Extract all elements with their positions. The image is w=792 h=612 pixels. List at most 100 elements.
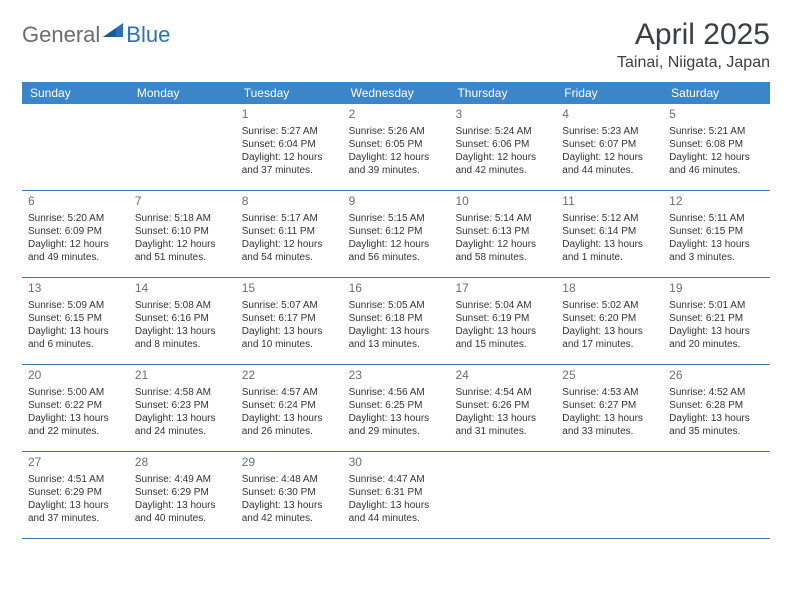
weekday-header: Monday (129, 82, 236, 104)
sunset-line: Sunset: 6:10 PM (135, 225, 232, 238)
sunrise-line: Sunrise: 5:21 AM (669, 125, 766, 138)
sunset-line: Sunset: 6:26 PM (455, 399, 552, 412)
calendar-day: 28Sunrise: 4:49 AMSunset: 6:29 PMDayligh… (129, 452, 236, 538)
daylight-line: Daylight: 13 hours and 20 minutes. (669, 325, 766, 351)
calendar-day: 25Sunrise: 4:53 AMSunset: 6:27 PMDayligh… (556, 365, 663, 451)
daylight-line: Daylight: 13 hours and 17 minutes. (562, 325, 659, 351)
sunset-line: Sunset: 6:08 PM (669, 138, 766, 151)
day-number: 14 (135, 281, 232, 297)
sunset-line: Sunset: 6:05 PM (349, 138, 446, 151)
daylight-line: Daylight: 13 hours and 1 minute. (562, 238, 659, 264)
page-title: April 2025 (617, 18, 770, 52)
calendar-day: 11Sunrise: 5:12 AMSunset: 6:14 PMDayligh… (556, 191, 663, 277)
calendar-day: 15Sunrise: 5:07 AMSunset: 6:17 PMDayligh… (236, 278, 343, 364)
daylight-line: Daylight: 13 hours and 42 minutes. (242, 499, 339, 525)
calendar-day: 19Sunrise: 5:01 AMSunset: 6:21 PMDayligh… (663, 278, 770, 364)
calendar-day-empty (663, 452, 770, 538)
sunrise-line: Sunrise: 5:20 AM (28, 212, 125, 225)
sunrise-line: Sunrise: 4:47 AM (349, 473, 446, 486)
sunrise-line: Sunrise: 4:52 AM (669, 386, 766, 399)
sunset-line: Sunset: 6:18 PM (349, 312, 446, 325)
calendar-day: 27Sunrise: 4:51 AMSunset: 6:29 PMDayligh… (22, 452, 129, 538)
day-number: 23 (349, 368, 446, 384)
calendar-day: 2Sunrise: 5:26 AMSunset: 6:05 PMDaylight… (343, 104, 450, 190)
sunset-line: Sunset: 6:20 PM (562, 312, 659, 325)
sunrise-line: Sunrise: 4:51 AM (28, 473, 125, 486)
calendar-body: 1 Sunrise: 5:27 AMSunset: 6:04 PM Daylight… (22, 104, 770, 539)
sunset-line: Sunset: 6:19 PM (455, 312, 552, 325)
day-number: 9 (349, 194, 446, 210)
daylight-line: Daylight: 12 hours and 49 minutes. (28, 238, 125, 264)
day-number: 8 (242, 194, 339, 210)
calendar-day: 24Sunrise: 4:54 AMSunset: 6:26 PMDayligh… (449, 365, 556, 451)
calendar-day: 30Sunrise: 4:47 AMSunset: 6:31 PMDayligh… (343, 452, 450, 538)
daylight-line: Daylight: 13 hours and 24 minutes. (135, 412, 232, 438)
sunrise-line: Sunrise: 5:27 AM (242, 125, 339, 138)
sunset-line: Sunset: 6:31 PM (349, 486, 446, 499)
sunset-line: Sunset: 6:30 PM (242, 486, 339, 499)
sunrise-line: Sunrise: 5:02 AM (562, 299, 659, 312)
calendar-day: 8Sunrise: 5:17 AMSunset: 6:11 PMDaylight… (236, 191, 343, 277)
sunrise-line: Sunrise: 4:54 AM (455, 386, 552, 399)
weekday-header: Wednesday (343, 82, 450, 104)
sunset-line: Sunset: 6:04 PM (242, 138, 339, 151)
day-number: 18 (562, 281, 659, 297)
calendar-day: 20Sunrise: 5:00 AMSunset: 6:22 PMDayligh… (22, 365, 129, 451)
calendar-day: 26Sunrise: 4:52 AMSunset: 6:28 PMDayligh… (663, 365, 770, 451)
header: General Blue April 2025 Tainai, Niigata,… (22, 18, 770, 72)
sunset-line: Sunset: 6:06 PM (455, 138, 552, 151)
sunset-line: Sunset: 6:17 PM (242, 312, 339, 325)
sunrise-line: Sunrise: 5:14 AM (455, 212, 552, 225)
daylight-line: Daylight: 13 hours and 29 minutes. (349, 412, 446, 438)
calendar-week-row: 1 Sunrise: 5:27 AMSunset: 6:04 PM Daylight… (22, 104, 770, 191)
weekday-header: Tuesday (236, 82, 343, 104)
day-number: 4 (562, 107, 659, 123)
daylight-line: Daylight: 13 hours and 31 minutes. (455, 412, 552, 438)
weekday-header: Saturday (663, 82, 770, 104)
logo-text-blue: Blue (126, 22, 170, 48)
calendar-day: 21Sunrise: 4:58 AMSunset: 6:23 PMDayligh… (129, 365, 236, 451)
weekday-header: Sunday (22, 82, 129, 104)
sunrise-line: Sunrise: 5:12 AM (562, 212, 659, 225)
daylight-line: Daylight: 13 hours and 35 minutes. (669, 412, 766, 438)
day-number: 10 (455, 194, 552, 210)
sunset-line: Sunset: 6:27 PM (562, 399, 659, 412)
day-number: 2 (349, 107, 446, 123)
day-number: 29 (242, 455, 339, 471)
daylight-line: Daylight: 13 hours and 22 minutes. (28, 412, 125, 438)
calendar-day: 16Sunrise: 5:05 AMSunset: 6:18 PMDayligh… (343, 278, 450, 364)
sunset-line: Sunset: 6:29 PM (135, 486, 232, 499)
daylight-line: Daylight: 12 hours and 56 minutes. (349, 238, 446, 264)
sunrise-line: Sunrise: 5:04 AM (455, 299, 552, 312)
sunset-line: Sunset: 6:13 PM (455, 225, 552, 238)
calendar-day: 9Sunrise: 5:15 AMSunset: 6:12 PMDaylight… (343, 191, 450, 277)
sunset-line: Sunset: 6:21 PM (669, 312, 766, 325)
calendar-day: 1Sunrise: 5:27 AMSunset: 6:04 PMDaylight… (236, 104, 343, 190)
sunrise-line: Sunrise: 5:07 AM (242, 299, 339, 312)
day-number: 5 (669, 107, 766, 123)
calendar-day-empty (22, 104, 129, 190)
daylight-line: Daylight: 13 hours and 15 minutes. (455, 325, 552, 351)
day-number: 11 (562, 194, 659, 210)
calendar-day: 3Sunrise: 5:24 AMSunset: 6:06 PMDaylight… (449, 104, 556, 190)
daylight-line: Daylight: 13 hours and 33 minutes. (562, 412, 659, 438)
calendar-day: 18 Sunrise: 5:02 AMSunset: 6:20 PMDayligh… (556, 278, 663, 364)
sunset-line: Sunset: 6:15 PM (28, 312, 125, 325)
sunrise-line: Sunrise: 5:23 AM (562, 125, 659, 138)
sunset-line: Sunset: 6:11 PM (242, 225, 339, 238)
day-number: 22 (242, 368, 339, 384)
sunrise-line: Sunrise: 5:00 AM (28, 386, 125, 399)
calendar-day: 10Sunrise: 5:14 AMSunset: 6:13 PMDayligh… (449, 191, 556, 277)
day-number: 1 (242, 107, 339, 123)
calendar-day-empty (449, 452, 556, 538)
daylight-line: Daylight: 13 hours and 8 minutes. (135, 325, 232, 351)
calendar-day: 6Sunrise: 5:20 AMSunset: 6:09 PMDaylight… (22, 191, 129, 277)
daylight-line: Daylight: 12 hours and 51 minutes. (135, 238, 232, 264)
calendar-week-row: 6Sunrise: 5:20 AMSunset: 6:09 PMDaylight… (22, 191, 770, 278)
day-number: 27 (28, 455, 125, 471)
daylight-line: Daylight: 12 hours and 44 minutes. (562, 151, 659, 177)
logo: General Blue (22, 18, 170, 48)
calendar-day-empty (129, 104, 236, 190)
day-number: 28 (135, 455, 232, 471)
sunset-line: Sunset: 6:22 PM (28, 399, 125, 412)
